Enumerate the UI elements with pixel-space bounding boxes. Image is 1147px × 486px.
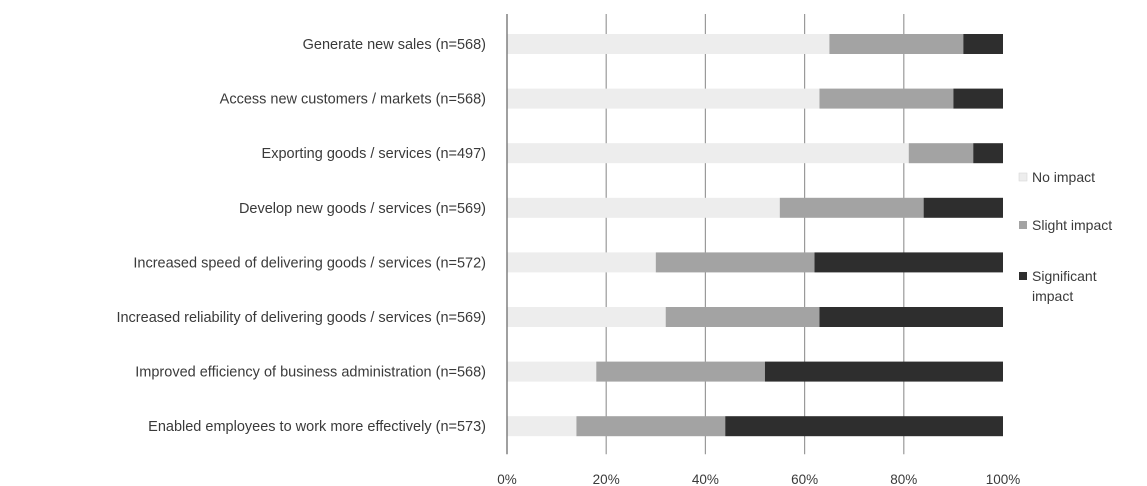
category-label: Generate new sales (n=568) xyxy=(303,37,486,53)
bar-segment xyxy=(963,34,1003,54)
bar-segment xyxy=(923,197,1003,218)
legend-label: Slight impact xyxy=(1032,217,1112,233)
bar-segment xyxy=(829,34,964,54)
x-tick-labels: 0% 20% 40% 60% 80% 100% xyxy=(497,472,1020,486)
x-tick-label: 20% xyxy=(593,472,620,486)
category-label: Exporting goods / services (n=497) xyxy=(262,146,486,162)
bar-segment xyxy=(779,197,924,218)
category-labels: Generate new sales (n=568) Access new cus… xyxy=(116,37,486,435)
x-tick-label: 40% xyxy=(692,472,719,486)
bar-segment xyxy=(507,416,577,437)
bar-segment xyxy=(576,416,726,437)
bar-segment xyxy=(819,88,954,109)
gridlines xyxy=(605,14,905,455)
legend-swatch xyxy=(1018,172,1028,182)
bar-segment xyxy=(507,197,780,218)
x-tick-label: 80% xyxy=(890,472,917,486)
bar-segment xyxy=(507,307,666,327)
category-label: Increased speed of delivering goods / se… xyxy=(133,255,486,271)
bar-segment xyxy=(596,361,765,382)
category-label: Access new customers / markets (n=568) xyxy=(220,92,486,108)
category-label: Increased reliability of delivering good… xyxy=(116,310,486,326)
bar-segment xyxy=(665,307,820,327)
bar-segment xyxy=(507,361,597,382)
legend: No impact Slight impact Significant impact xyxy=(1018,169,1112,304)
bar-segment xyxy=(908,143,974,164)
legend-swatch xyxy=(1019,221,1027,229)
bar-segment xyxy=(764,361,1003,382)
category-label: Develop new goods / services (n=569) xyxy=(239,201,486,217)
bar-segment xyxy=(507,252,656,273)
x-tick-label: 0% xyxy=(497,472,517,486)
bar-segment xyxy=(814,252,1003,273)
bar-segment xyxy=(725,416,1003,437)
x-tick-label: 60% xyxy=(791,472,818,486)
legend-swatch xyxy=(1019,272,1027,280)
bar-segment xyxy=(507,143,909,164)
bar-segment xyxy=(655,252,815,273)
bar-segment xyxy=(507,34,830,54)
bars xyxy=(507,34,1003,437)
bar-segment xyxy=(953,88,1003,109)
bar-segment xyxy=(507,88,820,109)
bar-segment xyxy=(819,307,1003,327)
legend-label: No impact xyxy=(1032,169,1095,185)
legend-label: impact xyxy=(1032,288,1073,304)
x-tick-label: 100% xyxy=(986,472,1021,486)
category-label: Improved efficiency of business administ… xyxy=(135,365,486,381)
category-label: Enabled employees to work more effective… xyxy=(148,419,486,435)
legend-label: Significant xyxy=(1032,268,1097,284)
bar-segment xyxy=(973,143,1003,164)
